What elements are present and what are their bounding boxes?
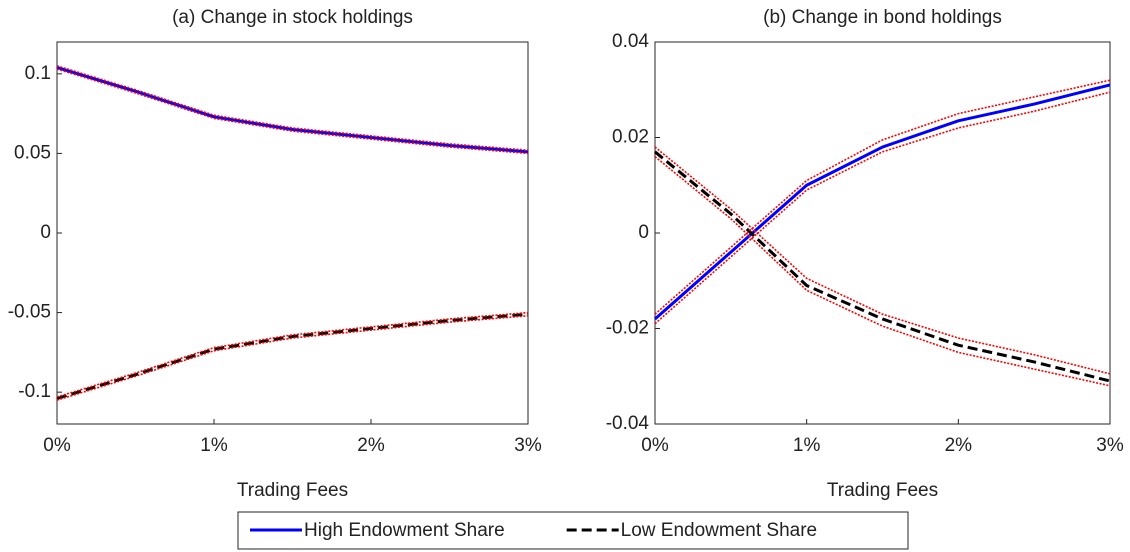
y-tick-label: -0.04 bbox=[606, 413, 650, 434]
legend-label: Low Endowment Share bbox=[621, 520, 817, 541]
x-tick-label: 2% bbox=[945, 435, 973, 456]
plot-area bbox=[654, 41, 1111, 425]
y-tick-label: 0.1 bbox=[25, 63, 51, 84]
band-line bbox=[56, 65, 529, 152]
series-line bbox=[654, 150, 1111, 383]
series-line bbox=[654, 83, 1111, 321]
y-tick-label: 0.02 bbox=[612, 127, 649, 148]
band-line bbox=[654, 146, 1111, 375]
legend-label: High Endowment Share bbox=[304, 520, 505, 541]
series-line bbox=[56, 66, 529, 154]
x-tick-label: 0% bbox=[641, 435, 669, 456]
x-tick-label: 2% bbox=[357, 435, 385, 456]
chart-title: (b) Change in bond holdings bbox=[763, 7, 1002, 28]
band-line bbox=[56, 311, 529, 398]
x-tick-label: 3% bbox=[1096, 435, 1124, 456]
y-tick-label: -0.05 bbox=[8, 302, 51, 323]
x-axis-label: Trading Fees bbox=[237, 480, 348, 501]
series-line bbox=[56, 312, 529, 400]
y-tick-label: -0.02 bbox=[606, 318, 649, 339]
x-tick-label: 1% bbox=[793, 435, 821, 456]
y-tick-label: 0.05 bbox=[14, 142, 51, 163]
band-line bbox=[654, 79, 1111, 315]
y-tick-label: -0.1 bbox=[18, 381, 51, 402]
y-tick-label: 0 bbox=[40, 222, 51, 243]
y-tick-label: 0 bbox=[638, 222, 649, 243]
plot-area bbox=[56, 41, 529, 425]
band-line bbox=[56, 314, 529, 401]
x-tick-label: 1% bbox=[200, 435, 228, 456]
y-tick-label: 0.04 bbox=[612, 31, 649, 52]
band-line bbox=[56, 68, 529, 155]
x-tick-label: 0% bbox=[43, 435, 71, 456]
x-axis-label: Trading Fees bbox=[827, 480, 938, 501]
chart-title: (a) Change in stock holdings bbox=[172, 7, 413, 28]
x-tick-label: 3% bbox=[514, 435, 542, 456]
band-line bbox=[654, 91, 1111, 325]
